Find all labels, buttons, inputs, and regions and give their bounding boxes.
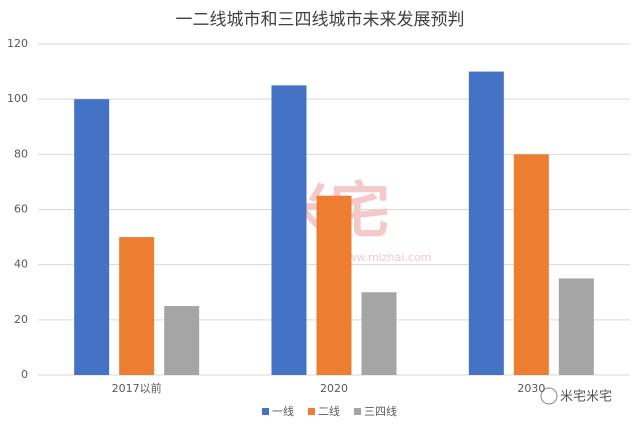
chart-title: 一二线城市和三四线城市未来发展预判: [176, 10, 465, 30]
y-tick-label: 40: [14, 258, 28, 271]
bar: [74, 99, 110, 376]
legend-swatch: [262, 408, 269, 415]
y-tick-label: 80: [14, 147, 28, 160]
x-tick-label: 2020: [320, 382, 348, 395]
y-tick-label: 20: [14, 313, 28, 326]
bar: [119, 237, 155, 375]
bar: [361, 292, 397, 375]
bar: [271, 85, 307, 375]
y-tick-label: 60: [14, 203, 28, 216]
legend-swatch: [354, 408, 361, 415]
bar: [468, 71, 504, 375]
badge: 米宅米宅: [560, 390, 612, 405]
bar: [164, 306, 200, 375]
legend-label: 三四线: [364, 404, 397, 418]
legend-label: 一线: [272, 404, 294, 418]
legend-swatch: [308, 408, 315, 415]
bar: [558, 278, 594, 375]
y-tick-label: 100: [7, 92, 28, 105]
y-tick-label: 0: [21, 368, 28, 381]
bar: [513, 154, 549, 375]
legend-label: 二线: [318, 404, 340, 418]
watermark-url: www.mizhai.com: [339, 251, 432, 264]
badge-icon: [540, 387, 558, 405]
x-tick-label: 2030: [517, 382, 545, 395]
bar: [316, 195, 352, 375]
x-tick-label: 2017以前: [112, 381, 162, 395]
y-tick-label: 120: [7, 37, 28, 50]
